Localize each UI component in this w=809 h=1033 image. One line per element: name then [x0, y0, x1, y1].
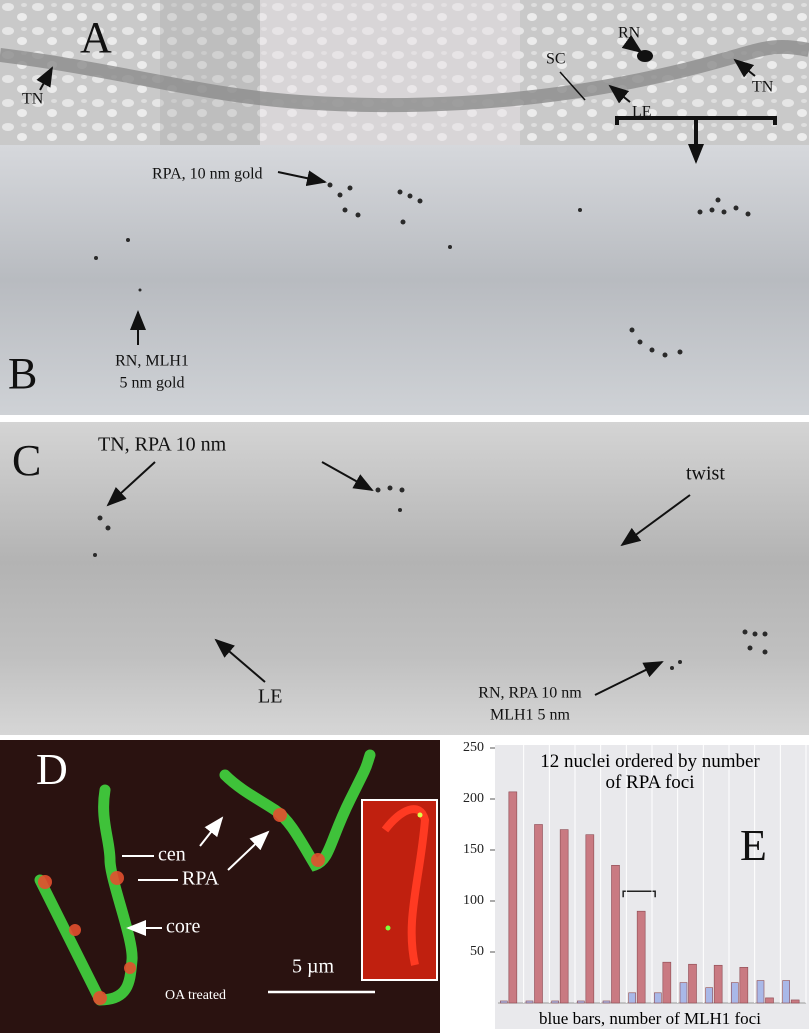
- figure: A TN RN SC LE TN RPA, 10 nm gold RN, MLH…: [0, 0, 809, 1033]
- annotation: SC: [546, 51, 566, 68]
- bar: [663, 962, 671, 1003]
- panel-label: D: [36, 745, 68, 794]
- panel-c: C TN, RPA 10 nm twist LE RN, RPA 10 nm M…: [0, 422, 809, 735]
- annotation: RPA, 10 nm gold: [152, 166, 263, 183]
- bar: [603, 1001, 610, 1003]
- panel-label: B: [8, 349, 37, 398]
- annotation: cen: [158, 844, 186, 866]
- annotation: TN, RPA 10 nm: [98, 434, 227, 456]
- annotation: 5 nm gold: [120, 375, 185, 392]
- bar: [526, 1001, 533, 1003]
- bar: [560, 830, 568, 1003]
- bar: [740, 967, 748, 1003]
- bar: [766, 998, 774, 1003]
- bar: [637, 911, 645, 1003]
- bar: [577, 1001, 584, 1003]
- panel-label: A: [80, 13, 112, 62]
- panel-label: E: [740, 821, 767, 870]
- bar: [500, 1001, 507, 1003]
- panel-d: D cen RPA core 5 µm OA treated: [0, 740, 440, 1033]
- y-tick-label: 150: [463, 842, 484, 857]
- y-tick-label: 100: [463, 893, 484, 908]
- y-tick-label: 50: [470, 944, 484, 959]
- annotation: LE: [258, 686, 282, 708]
- bar: [552, 1001, 559, 1003]
- y-tick-label: 200: [463, 791, 484, 806]
- x-axis-label: blue bars, number of MLH1 foci: [539, 1009, 761, 1028]
- panel-label: C: [12, 436, 41, 485]
- micrograph: [260, 0, 520, 145]
- panel-b: RPA, 10 nm gold RN, MLH1 5 nm gold B: [0, 140, 809, 415]
- bar: [783, 981, 790, 1003]
- micrograph: [160, 0, 260, 145]
- bar: [714, 965, 722, 1003]
- bar: [612, 865, 620, 1003]
- annotation: RN: [618, 25, 641, 42]
- annotation: 5 µm: [292, 956, 335, 978]
- bar: [629, 993, 636, 1003]
- annotation: RN, MLH1: [115, 353, 189, 370]
- bar: [791, 1000, 799, 1003]
- bar: [509, 792, 517, 1003]
- annotation: TN: [22, 91, 44, 108]
- bar: [689, 964, 697, 1003]
- annotation: RPA: [182, 868, 220, 890]
- annotation: MLH1 5 nm: [490, 707, 571, 724]
- bar: [654, 993, 661, 1003]
- panel-a: A TN RN SC LE TN: [0, 0, 809, 145]
- inset-focus: [418, 813, 423, 818]
- annotation: OA treated: [165, 988, 226, 1003]
- bar: [586, 835, 594, 1003]
- annotation: TN: [752, 79, 774, 96]
- bar: [731, 983, 738, 1003]
- bar: [680, 983, 687, 1003]
- inset-focus: [386, 926, 391, 931]
- bar: [757, 981, 764, 1003]
- annotation: twist: [686, 463, 725, 485]
- bar: [535, 825, 543, 1004]
- y-tick-label: 250: [463, 740, 484, 755]
- annotation: RN, RPA 10 nm: [478, 685, 582, 702]
- annotation: core: [166, 916, 201, 938]
- bar: [706, 988, 713, 1003]
